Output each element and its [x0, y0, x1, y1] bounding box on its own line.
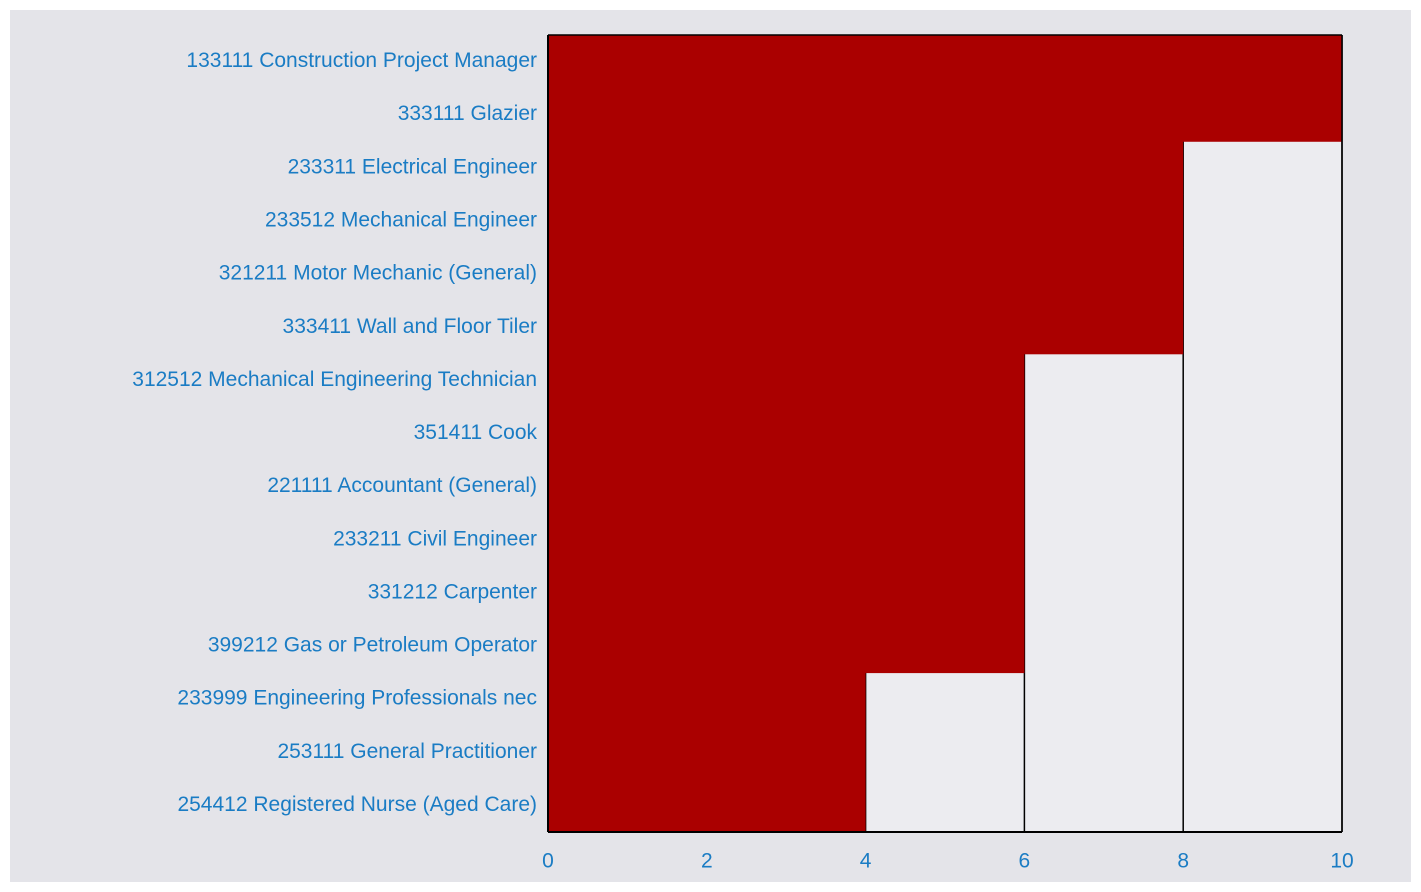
x-tick-label: 10 [1330, 850, 1353, 873]
y-tick-label: 333111 Glazier [398, 102, 537, 125]
bar [548, 406, 1025, 461]
bar [548, 247, 1184, 302]
bar [548, 460, 1025, 514]
bar [548, 194, 1184, 249]
bar [548, 725, 866, 780]
bar [548, 672, 866, 727]
y-tick-label: 233999 Engineering Professionals nec [177, 687, 537, 710]
y-tick-label: 221111 Accountant (General) [267, 474, 537, 497]
bar [548, 566, 1025, 620]
x-tick-label: 2 [701, 850, 713, 873]
y-tick-label: 351411 Cook [414, 421, 538, 444]
y-tick-label: 321211 Motor Mechanic (General) [219, 262, 537, 285]
y-tick-label: 333411 Wall and Floor Tiler [283, 315, 537, 338]
bar [548, 35, 1342, 89]
x-tick-label: 4 [860, 850, 872, 873]
y-tick-label: 254412 Registered Nurse (Aged Care) [177, 793, 537, 816]
bar [548, 141, 1184, 195]
y-tick-label: 133111 Construction Project Manager [186, 49, 537, 72]
y-tick-label: 312512 Mechanical Engineering Technician [132, 368, 537, 391]
bar [548, 778, 866, 833]
x-tick-label: 6 [1019, 850, 1031, 873]
bar [548, 88, 1342, 142]
x-tick-label: 8 [1177, 850, 1189, 873]
y-tick-label: 331212 Carpenter [368, 580, 537, 603]
bar [548, 300, 1184, 355]
x-tick-label: 0 [542, 850, 554, 873]
y-tick-label: 233311 Electrical Engineer [288, 155, 537, 178]
bar [548, 353, 1025, 408]
bar [548, 513, 1025, 567]
y-tick-label: 233512 Mechanical Engineer [265, 209, 537, 232]
bar [548, 619, 1025, 674]
y-tick-label: 399212 Gas or Petroleum Operator [208, 634, 537, 657]
y-tick-label: 253111 General Practitioner [277, 740, 537, 763]
y-tick-label: 233211 Civil Engineer [333, 527, 537, 550]
